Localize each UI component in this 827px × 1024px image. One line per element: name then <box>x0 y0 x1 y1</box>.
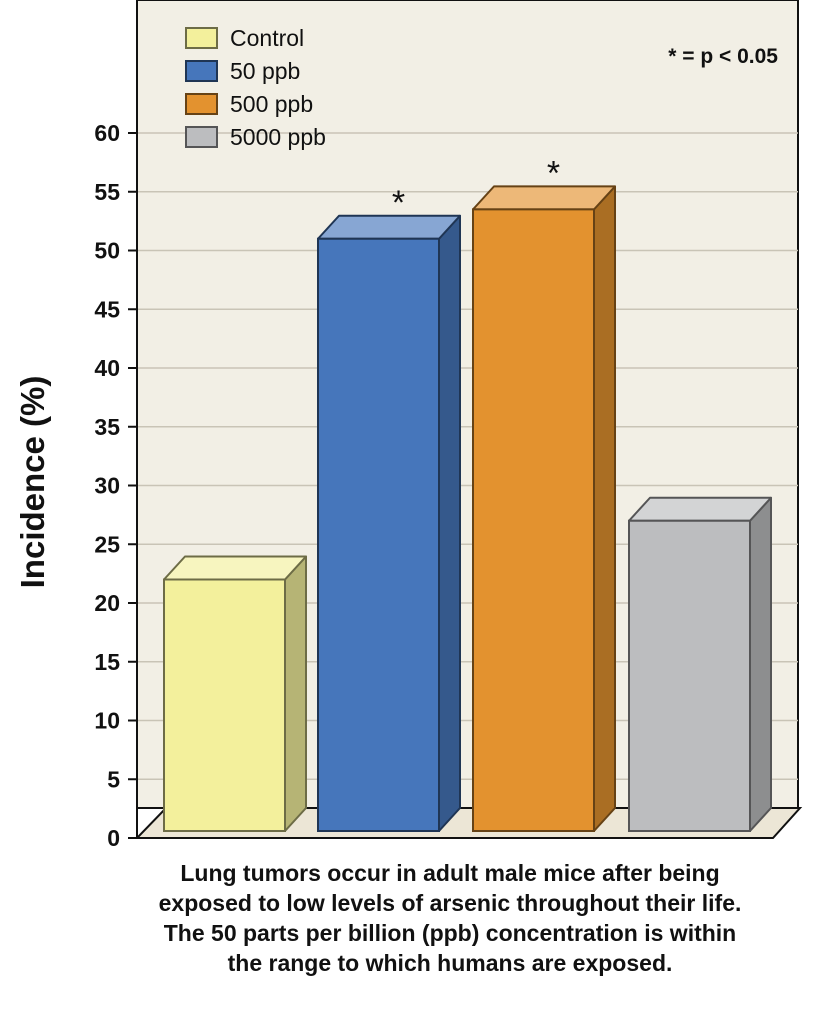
y-tick-label: 40 <box>94 355 120 381</box>
y-tick-label: 55 <box>94 179 120 205</box>
bar-control <box>163 555 307 832</box>
legend-label: 5000 ppb <box>230 124 326 150</box>
bar-side-face <box>593 185 616 832</box>
bar-top-face <box>317 214 461 240</box>
y-tick-label: 5 <box>107 766 120 792</box>
y-tick-label: 0 <box>107 825 120 851</box>
figure-caption: Lung tumors occur in adult male mice aft… <box>158 860 742 976</box>
y-tick-label: 15 <box>94 649 120 675</box>
bar-50-ppb: * <box>317 184 461 832</box>
bar-front-face <box>317 237 440 832</box>
y-tick-label: 45 <box>94 296 120 322</box>
legend-swatch <box>185 60 218 82</box>
y-tick-label: 35 <box>94 414 120 440</box>
significance-note: * = p < 0.05 <box>668 45 778 68</box>
y-tick-label: 25 <box>94 531 120 557</box>
significance-star: * <box>392 184 405 222</box>
legend-label: 50 ppb <box>230 58 300 84</box>
bar-side-face <box>438 214 461 832</box>
bar-5000-ppb <box>628 496 772 832</box>
legend-label: Control <box>230 25 304 51</box>
y-tick-label: 50 <box>94 238 120 264</box>
bar-front-face <box>472 208 595 832</box>
significance-star: * <box>547 154 560 192</box>
y-tick-label: 20 <box>94 590 120 616</box>
legend-swatch <box>185 93 218 115</box>
legend-swatch <box>185 27 218 49</box>
bar-side-face <box>749 496 772 832</box>
bar-500-ppb: * <box>472 154 616 832</box>
bar-top-face <box>628 496 772 522</box>
y-axis: 0 5 10 15 20 25 30 35 40 45 50 55 60 <box>94 0 138 851</box>
y-tick-label: 60 <box>94 120 120 146</box>
bar-top-face <box>163 555 307 581</box>
bar-side-face <box>284 555 307 832</box>
bar-front-face <box>628 519 751 832</box>
y-tick-label: 30 <box>94 473 120 499</box>
bar-front-face <box>163 578 286 832</box>
legend: Control 50 ppb 500 ppb 5000 ppb <box>185 25 326 150</box>
y-tick-label: 10 <box>94 708 120 734</box>
legend-label: 500 ppb <box>230 91 313 117</box>
y-axis-title: Incidence (%) <box>14 376 51 589</box>
bars: ** <box>163 154 772 832</box>
gridlines <box>137 132 798 780</box>
bar-top-face <box>472 185 616 211</box>
legend-swatch <box>185 126 218 148</box>
